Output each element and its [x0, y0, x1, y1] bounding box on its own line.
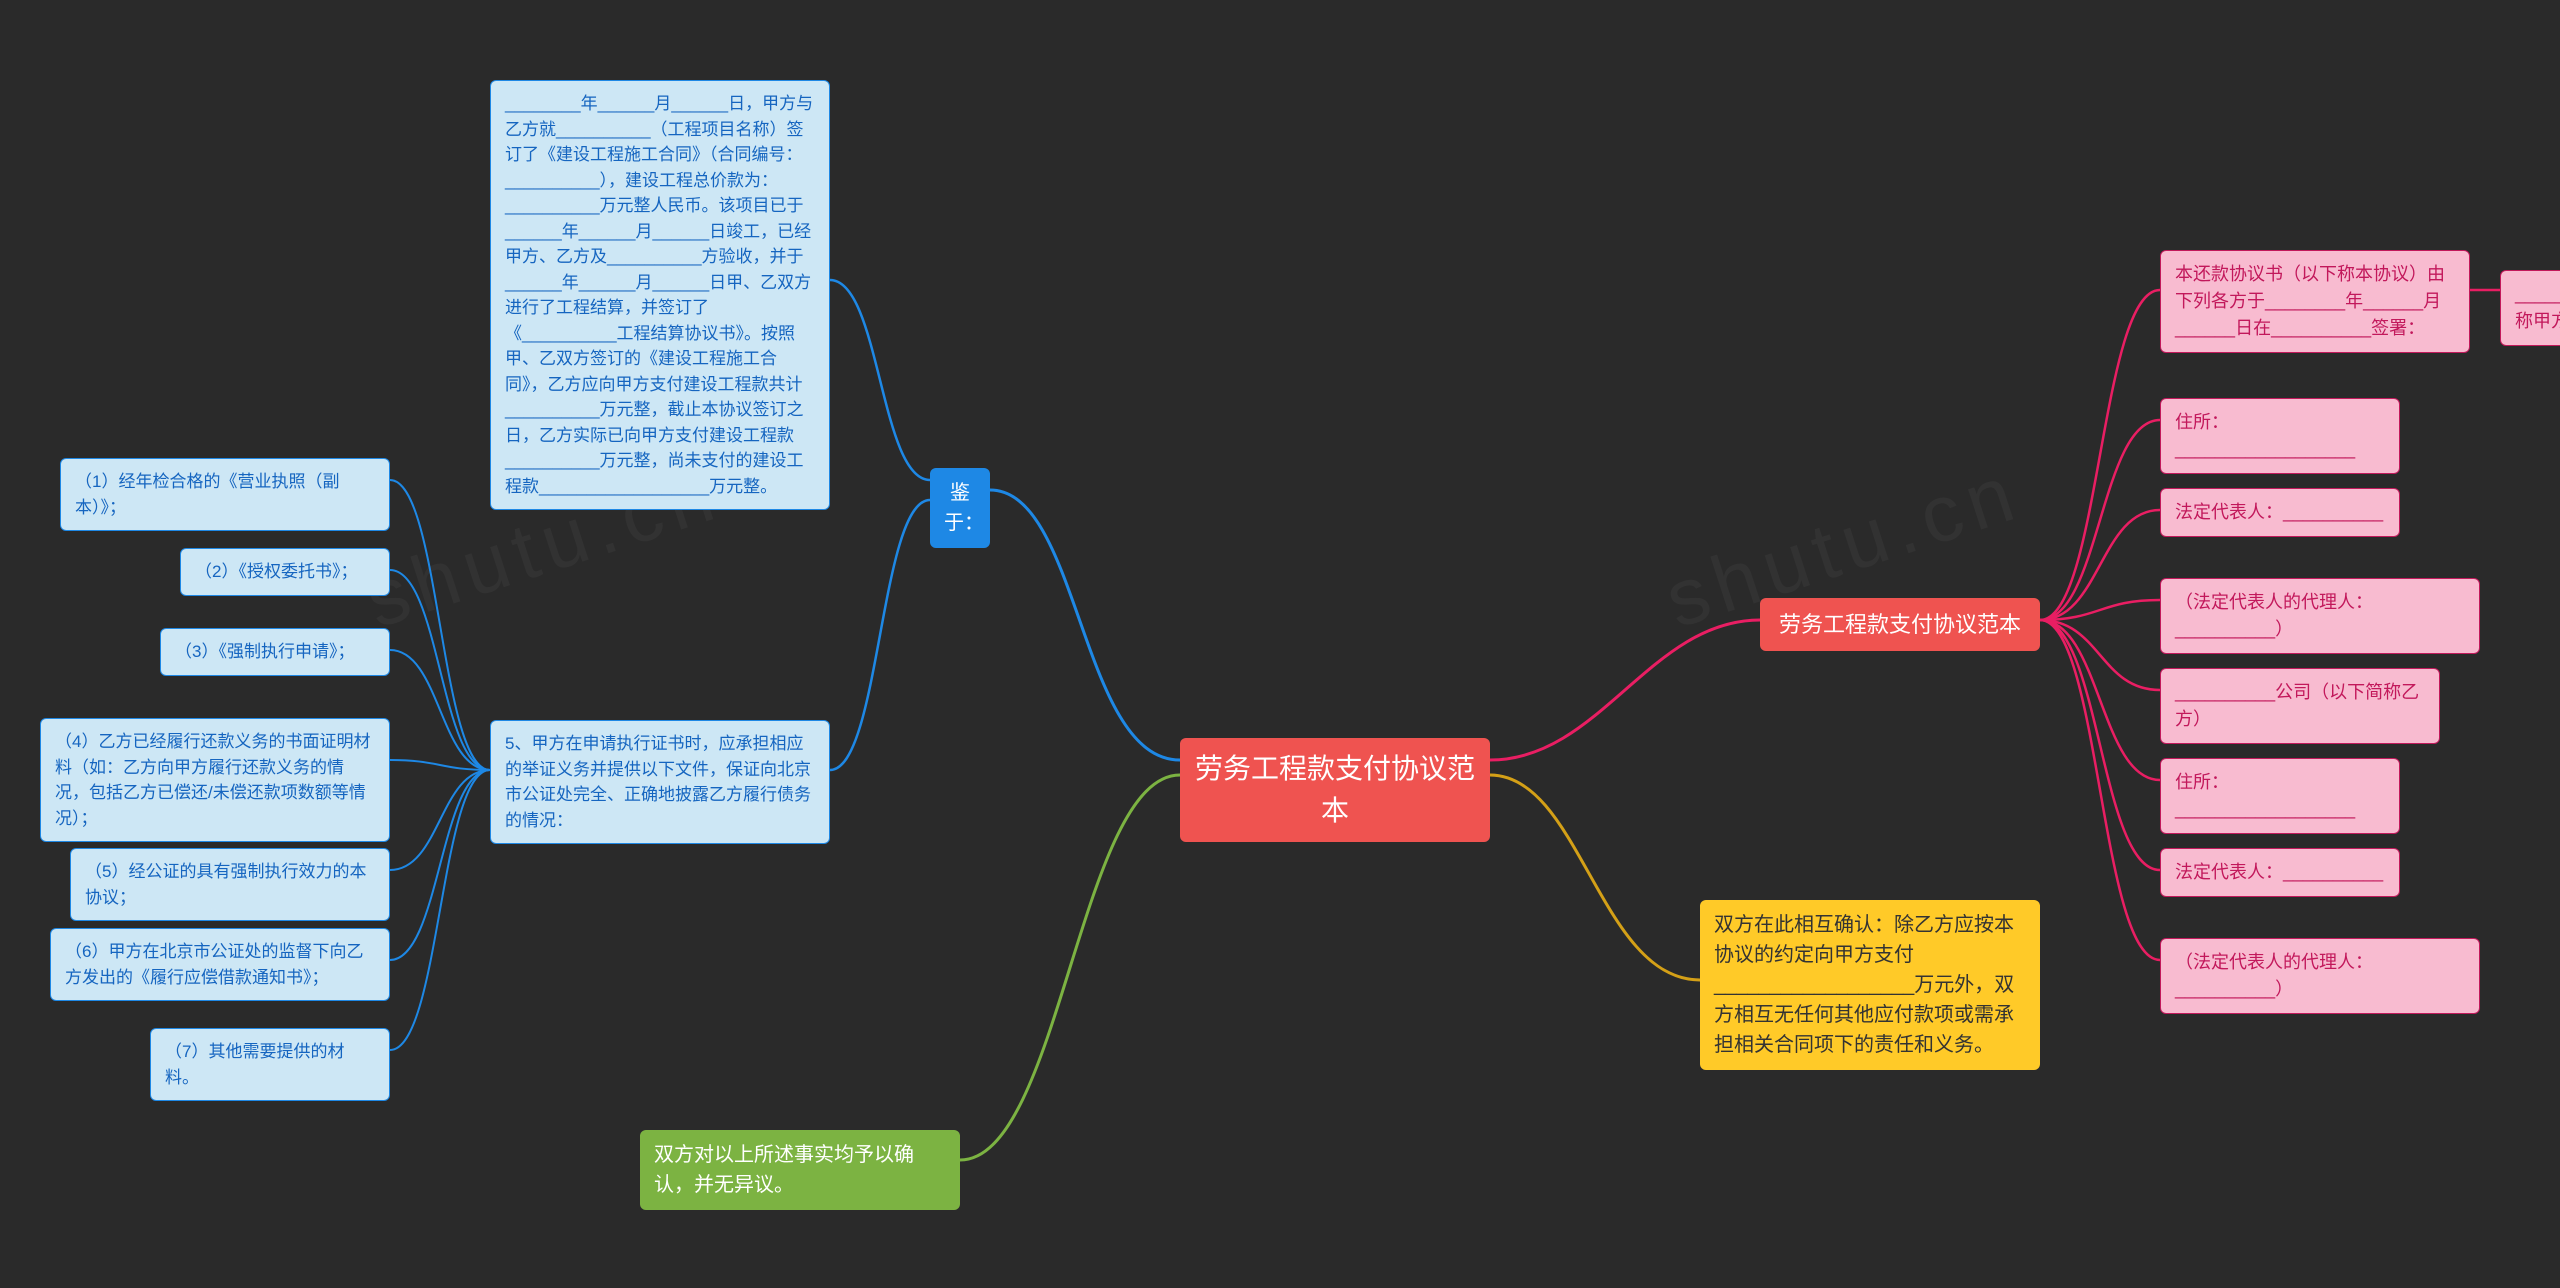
right-item-7[interactable]: （法定代表人的代理人：__________） [2160, 938, 2480, 1014]
blue-gchild-1[interactable]: （2）《授权委托书》； [180, 548, 390, 596]
yellow-note[interactable]: 双方在此相互确认：除乙方应按本协议的约定向甲方支付_______________… [1700, 900, 2040, 1070]
right-item-1[interactable]: 住所：__________________ [2160, 398, 2400, 474]
blue-gchild-3[interactable]: （4）乙方已经履行还款义务的书面证明材料（如：乙方向甲方履行还款义务的情况，包括… [40, 718, 390, 842]
right-item-3[interactable]: （法定代表人的代理人：__________） [2160, 578, 2480, 654]
right-item-4[interactable]: __________公司（以下简称乙方） [2160, 668, 2440, 744]
right-item-0-extra[interactable]: __________公司（以下简称甲方） [2500, 270, 2560, 346]
right-main-node[interactable]: 劳务工程款支付协议范本 [1760, 598, 2040, 651]
blue-gchild-0[interactable]: （1）经年检合格的《营业执照（副本）》； [60, 458, 390, 531]
right-item-2[interactable]: 法定代表人：__________ [2160, 488, 2400, 537]
blue-child-1[interactable]: 5、甲方在申请执行证书时，应承担相应的举证义务并提供以下文件，保证向北京市公证处… [490, 720, 830, 844]
right-item-0[interactable]: 本还款协议书（以下称本协议）由下列各方于________年______月____… [2160, 250, 2470, 353]
right-item-5[interactable]: 住所：__________________ [2160, 758, 2400, 834]
blue-node[interactable]: 鉴于： [930, 468, 990, 548]
blue-gchild-5[interactable]: （6）甲方在北京市公证处的监督下向乙方发出的《履行应偿借款通知书》； [50, 928, 390, 1001]
center-node[interactable]: 劳务工程款支付协议范本 [1180, 738, 1490, 842]
blue-gchild-2[interactable]: （3）《强制执行申请》； [160, 628, 390, 676]
blue-gchild-4[interactable]: （5）经公证的具有强制执行效力的本协议； [70, 848, 390, 921]
blue-child-0[interactable]: ________年______月______日，甲方与乙方就__________… [490, 80, 830, 510]
right-item-6[interactable]: 法定代表人：__________ [2160, 848, 2400, 897]
blue-gchild-6[interactable]: （7）其他需要提供的材料。 [150, 1028, 390, 1101]
green-note[interactable]: 双方对以上所述事实均予以确认，并无异议。 [640, 1130, 960, 1210]
